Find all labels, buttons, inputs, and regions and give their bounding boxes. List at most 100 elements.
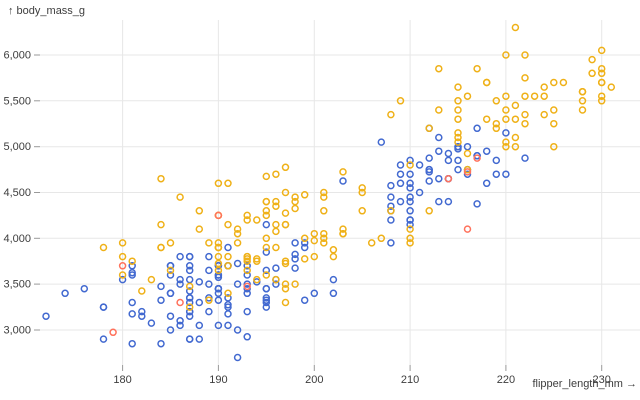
data-point bbox=[511, 101, 520, 110]
data-point bbox=[214, 266, 223, 275]
data-point bbox=[224, 321, 232, 330]
data-point bbox=[195, 335, 204, 343]
data-point bbox=[253, 255, 261, 263]
data-point bbox=[205, 294, 213, 302]
data-point bbox=[329, 252, 338, 261]
data-point bbox=[454, 115, 462, 123]
data-point bbox=[521, 119, 529, 128]
series-male bbox=[99, 23, 616, 311]
data-point bbox=[387, 202, 395, 210]
data-point bbox=[415, 188, 424, 197]
data-point bbox=[511, 115, 520, 123]
x-tick-label: 220 bbox=[497, 374, 515, 386]
data-point bbox=[521, 74, 529, 82]
data-point bbox=[492, 170, 501, 178]
data-point bbox=[233, 280, 242, 288]
data-point bbox=[205, 252, 213, 261]
data-point bbox=[281, 220, 290, 229]
data-point bbox=[157, 282, 165, 291]
data-point bbox=[262, 266, 271, 275]
data-point bbox=[233, 229, 242, 238]
data-point bbox=[281, 298, 290, 307]
data-point bbox=[224, 179, 232, 188]
data-point bbox=[233, 239, 242, 247]
data-point bbox=[482, 147, 491, 155]
data-point bbox=[463, 225, 472, 233]
data-point bbox=[99, 243, 108, 252]
data-point bbox=[492, 97, 501, 105]
data-point bbox=[511, 23, 520, 32]
data-point bbox=[396, 97, 405, 105]
data-point bbox=[482, 78, 491, 87]
data-point bbox=[262, 294, 271, 302]
data-point bbox=[224, 301, 232, 309]
data-point bbox=[300, 191, 309, 199]
data-point bbox=[128, 271, 136, 279]
data-point bbox=[502, 129, 510, 137]
data-point bbox=[243, 307, 251, 316]
data-point bbox=[444, 174, 453, 183]
x-tick-label: 200 bbox=[305, 374, 323, 386]
data-point bbox=[233, 259, 242, 268]
data-point bbox=[224, 289, 232, 298]
data-point bbox=[521, 51, 529, 59]
data-point bbox=[214, 179, 223, 188]
data-point bbox=[578, 106, 587, 114]
y-tick-label: 4,500 bbox=[3, 187, 31, 199]
data-point bbox=[281, 188, 290, 197]
data-point bbox=[463, 149, 472, 158]
data-point bbox=[272, 202, 280, 210]
data-point bbox=[377, 234, 386, 243]
data-point bbox=[387, 110, 395, 119]
data-point bbox=[291, 264, 299, 272]
data-point bbox=[502, 106, 510, 114]
data-point bbox=[463, 92, 472, 100]
data-point bbox=[597, 46, 606, 55]
data-point bbox=[454, 156, 462, 165]
data-point bbox=[195, 207, 204, 215]
data-point bbox=[502, 142, 510, 151]
data-point bbox=[291, 255, 299, 263]
data-point bbox=[243, 262, 251, 270]
data-point bbox=[540, 92, 548, 100]
data-point bbox=[243, 255, 251, 263]
x-tick-label: 190 bbox=[209, 374, 227, 386]
data-point bbox=[415, 161, 424, 169]
data-point bbox=[425, 124, 433, 133]
data-point bbox=[195, 278, 204, 286]
data-point bbox=[253, 275, 261, 284]
data-point bbox=[262, 248, 271, 256]
data-point bbox=[185, 266, 194, 275]
data-point bbox=[224, 220, 232, 229]
data-point bbox=[176, 298, 184, 307]
data-point bbox=[358, 184, 366, 192]
data-point bbox=[492, 124, 501, 133]
data-point bbox=[473, 152, 481, 160]
data-point bbox=[262, 211, 271, 220]
data-point bbox=[597, 64, 606, 73]
data-point bbox=[454, 138, 462, 146]
data-point bbox=[262, 298, 271, 307]
data-point bbox=[157, 174, 165, 183]
data-point bbox=[176, 317, 184, 325]
x-tick-label: 210 bbox=[401, 374, 419, 386]
data-point bbox=[406, 197, 414, 206]
data-point bbox=[205, 239, 213, 247]
data-point bbox=[406, 156, 414, 165]
data-point bbox=[272, 264, 280, 272]
data-point bbox=[243, 289, 251, 298]
data-point bbox=[463, 170, 472, 178]
data-point bbox=[185, 262, 194, 270]
data-point bbox=[300, 239, 309, 247]
y-tick-label: 3,000 bbox=[3, 325, 31, 337]
x-axis-title: flipper_length_mm → bbox=[532, 378, 637, 390]
y-tick-label: 6,000 bbox=[3, 50, 31, 62]
data-point bbox=[435, 147, 443, 155]
data-point bbox=[80, 284, 89, 293]
data-point bbox=[339, 229, 347, 238]
data-point bbox=[166, 271, 175, 279]
data-point bbox=[272, 275, 280, 284]
data-point bbox=[224, 310, 232, 318]
data-point bbox=[473, 154, 481, 162]
